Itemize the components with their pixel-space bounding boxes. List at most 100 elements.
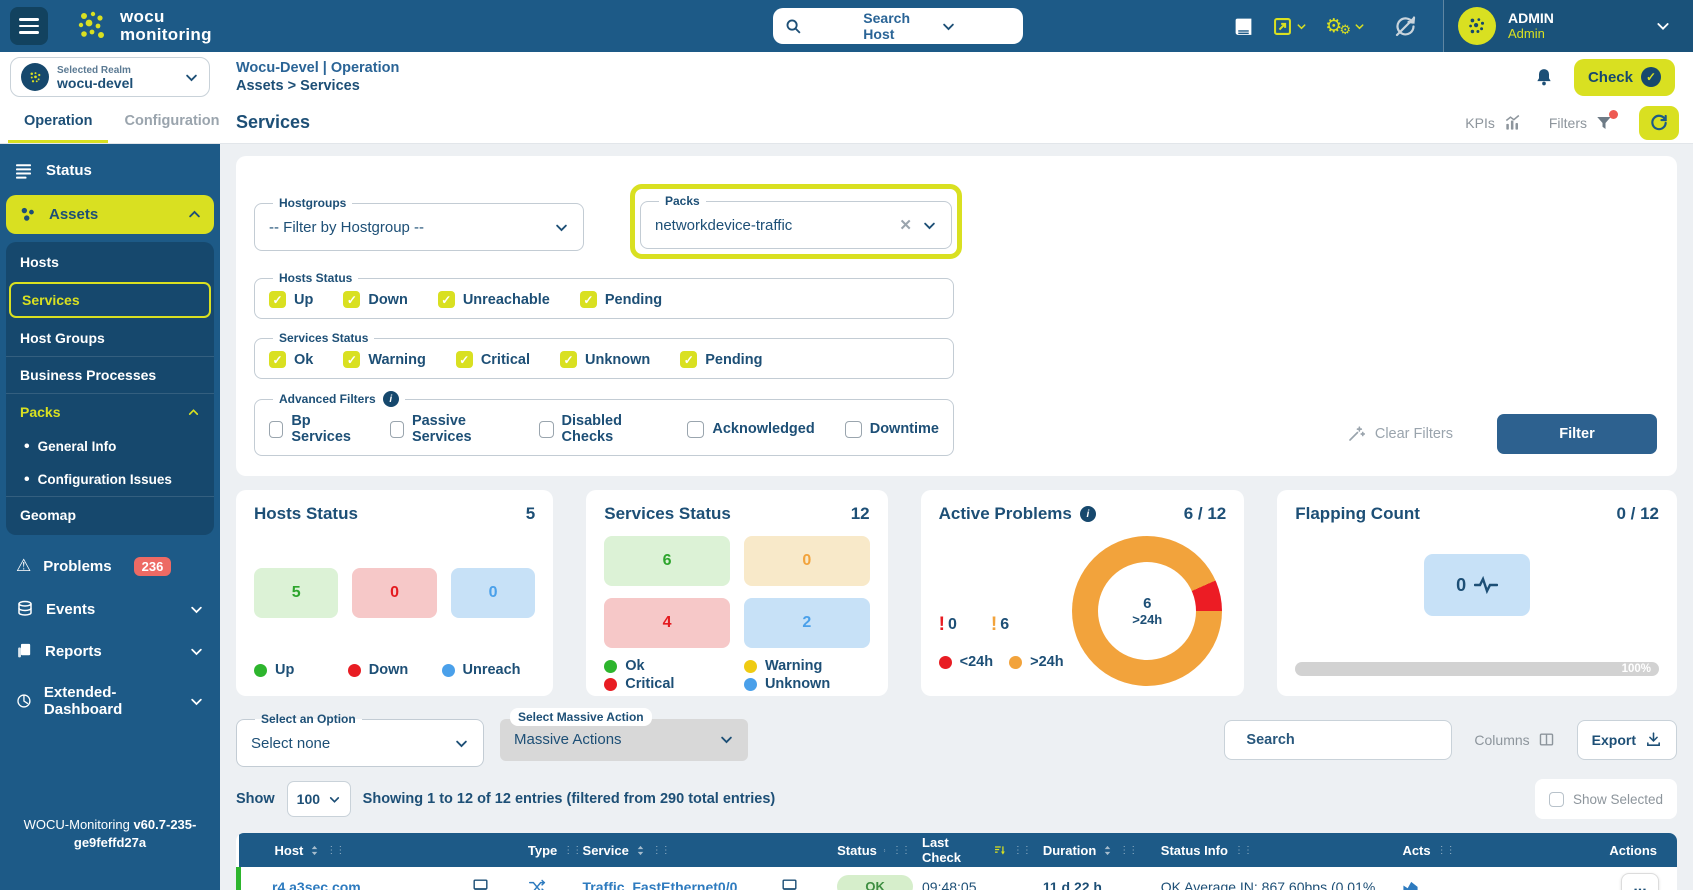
app-version: v60.7-235-ge9feffd27a <box>73 817 197 850</box>
warning-icon: ⚠ <box>16 556 32 576</box>
breadcrumb-parent[interactable]: Assets <box>236 78 284 94</box>
clear-filters-button[interactable]: Clear Filters <box>1347 425 1453 443</box>
checkbox-checked-icon: ✓ <box>269 291 286 308</box>
hamburger-menu-button[interactable] <box>10 7 48 45</box>
sidebar-item-label: Reports <box>45 642 102 660</box>
checkbox-down[interactable]: ✓ Down <box>343 291 408 308</box>
checkbox-pending-services[interactable]: ✓ Pending <box>680 351 762 368</box>
drag-handle-icon[interactable]: ⋮⋮ <box>892 844 911 856</box>
table-search[interactable] <box>1224 719 1453 760</box>
services-total: 12 <box>850 504 870 523</box>
drag-handle-icon[interactable]: ⋮⋮ <box>1233 844 1253 856</box>
column-header-duration[interactable]: Duration ⋮⋮ <box>1042 842 1138 858</box>
checkbox-critical[interactable]: ✓ Critical <box>455 351 530 368</box>
docs-book-icon[interactable] <box>1233 16 1254 37</box>
check-button[interactable]: Check ✓ <box>1573 58 1675 96</box>
tab-operation[interactable]: Operation <box>8 102 109 143</box>
checkbox-unreachable[interactable]: ✓ Unreachable <box>437 291 550 308</box>
drag-handle-icon[interactable]: ⋮⋮ <box>1012 844 1032 856</box>
checkbox-ok[interactable]: ✓ Ok <box>269 351 313 368</box>
table-search-input[interactable] <box>1246 731 1444 748</box>
checkbox-disabled-checks[interactable]: Disabled Checks <box>539 413 657 445</box>
sidebar-item-status[interactable]: Status <box>0 150 220 191</box>
sidebar-item-services[interactable]: Services <box>9 282 211 318</box>
sidebar-item-problems[interactable]: ⚠ Problems 236 <box>0 545 220 588</box>
filter-button[interactable]: Filter <box>1497 414 1657 454</box>
sidebar-item-host-groups[interactable]: Host Groups <box>20 330 105 346</box>
sidebar-item-label: Assets <box>49 206 99 223</box>
drag-handle-icon[interactable]: ⋮⋮ <box>1436 844 1456 856</box>
checkbox-acknowledged[interactable]: Acknowledged <box>687 420 815 438</box>
drag-handle-icon[interactable]: ⋮⋮ <box>651 844 671 856</box>
clear-selection-icon[interactable]: ✕ <box>899 217 912 234</box>
checkbox-downtime[interactable]: Downtime <box>844 420 939 438</box>
sidebar-item-events[interactable]: Events <box>0 588 220 630</box>
drag-handle-icon[interactable]: ⋮⋮ <box>563 844 582 856</box>
sidebar-item-geomap[interactable]: Geomap <box>6 496 214 533</box>
app-logo: wocu monitoring <box>74 8 212 44</box>
row-actions-button[interactable]: ... <box>1621 872 1659 890</box>
column-header-type[interactable]: Type ⋮⋮ <box>527 842 582 858</box>
chevron-down-icon <box>924 222 935 229</box>
settings-gears-icon[interactable]: ⚙ ⚙ <box>1325 16 1365 37</box>
checkbox-warning[interactable]: ✓ Warning <box>343 351 426 368</box>
checkbox-up[interactable]: ✓ Up <box>269 291 313 308</box>
show-selected-toggle[interactable]: Show Selected <box>1534 779 1677 819</box>
chevron-down-icon <box>1355 23 1364 29</box>
checkbox-bp-services[interactable]: Bp Services <box>269 413 360 445</box>
service-link[interactable]: Traffic_FastEthernet0/0 <box>582 878 738 890</box>
column-header-status-info[interactable]: Status Info ⋮⋮ <box>1160 842 1253 858</box>
sidebar-item-extended-dashboard[interactable]: Extended-Dashboard <box>0 672 220 730</box>
realm-label: Selected Realm <box>57 65 131 76</box>
checkbox-pending-hosts[interactable]: ✓ Pending <box>579 291 662 308</box>
chevron-down-icon <box>189 694 204 709</box>
checkbox-label: Passive Services <box>411 413 472 445</box>
user-menu[interactable]: ADMIN Admin <box>1443 0 1693 52</box>
sidebar-item-reports[interactable]: Reports <box>0 630 220 672</box>
info-icon[interactable]: i <box>382 391 399 407</box>
checkbox-passive-services[interactable]: Passive Services <box>389 413 510 445</box>
page-size-select[interactable]: 100 <box>286 781 351 817</box>
column-header-host[interactable]: Host ⋮⋮ <box>274 842 346 858</box>
disabled-monitoring-icon[interactable] <box>1393 14 1417 38</box>
info-icon[interactable]: i <box>1079 506 1096 522</box>
export-button[interactable]: Export <box>1576 719 1677 760</box>
bullet-icon: • <box>24 470 30 488</box>
drag-handle-icon[interactable]: ⋮⋮ <box>326 844 345 856</box>
sidebar-item-configuration-issues[interactable]: • Configuration Issues <box>6 463 214 496</box>
green-dot-icon <box>254 663 267 677</box>
massive-actions-dropdown[interactable]: Select Massive Action Massive Actions <box>500 707 748 761</box>
realm-selector[interactable]: Selected Realm wocu-devel <box>10 57 210 97</box>
external-link-icon[interactable] <box>1272 16 1307 37</box>
filters-button[interactable]: Filters <box>1549 109 1618 132</box>
tab-configuration[interactable]: Configuration <box>124 113 220 129</box>
select-option-dropdown[interactable]: Select an Option Select none <box>236 712 484 767</box>
page-title: Services <box>236 112 311 132</box>
sidebar-item-assets[interactable]: Assets <box>6 195 214 234</box>
status-badge: OK <box>837 875 914 890</box>
host-link[interactable]: r4.a3sec.com <box>272 878 361 890</box>
sidebar-item-packs[interactable]: Packs <box>6 393 214 430</box>
column-header-last-check[interactable]: Last Check ⋮⋮ <box>922 835 1032 865</box>
legend-gt24: >24h <box>1009 654 1064 670</box>
column-header-status[interactable]: Status ⋮⋮ <box>837 842 911 858</box>
chevron-down-icon <box>1655 18 1671 34</box>
checkbox-unknown[interactable]: ✓ Unknown <box>559 351 650 368</box>
column-header-acts[interactable]: Acts ⋮⋮ <box>1402 842 1456 858</box>
refresh-button[interactable] <box>1639 105 1679 140</box>
columns-button[interactable]: Columns <box>1474 731 1554 748</box>
packs-select[interactable]: Packs networkdevice-traffic ✕ <box>640 194 952 249</box>
notifications-bell-icon[interactable] <box>1534 67 1554 87</box>
sidebar-item-business-processes[interactable]: Business Processes <box>6 356 214 393</box>
column-header-service[interactable]: Service ⋮⋮ <box>582 842 671 858</box>
kpis-button[interactable]: KPIs <box>1465 113 1523 133</box>
hostgroups-select[interactable]: Hostgroups -- Filter by Hostgroup -- <box>254 196 584 251</box>
checkbox-label: Ok <box>294 351 314 368</box>
red-exclamation-icon: ! <box>938 614 945 635</box>
sidebar-item-general-info[interactable]: • General Info <box>6 430 214 463</box>
search-host-dropdown[interactable]: Search Host <box>773 8 1024 44</box>
sidebar-item-hosts[interactable]: Hosts <box>20 254 59 270</box>
drag-handle-icon[interactable]: ⋮⋮ <box>1119 844 1138 856</box>
acts-graph-icon[interactable] <box>1402 879 1489 890</box>
breadcrumb-line1[interactable]: Wocu-Devel | Operation <box>236 60 400 76</box>
